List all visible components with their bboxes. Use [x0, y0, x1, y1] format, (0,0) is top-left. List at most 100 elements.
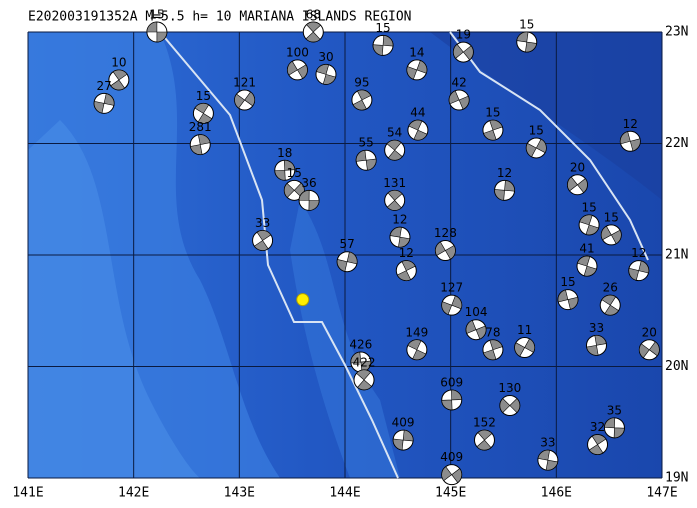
beachball-compression — [441, 389, 463, 411]
focal-mechanism — [638, 339, 660, 361]
depth-label: 149 — [405, 325, 428, 339]
beachball-compression — [557, 289, 579, 310]
focal-mechanism — [189, 134, 211, 156]
focal-mechanism — [482, 119, 504, 141]
focal-mechanism — [384, 139, 406, 161]
depth-label: 30 — [318, 50, 333, 64]
focal-mechanism — [494, 179, 516, 201]
depth-label: 100 — [286, 45, 309, 59]
beachball-compression — [389, 226, 411, 248]
beachball-compression — [586, 335, 607, 356]
beachball-compression — [483, 119, 503, 141]
beachball-compression — [601, 294, 620, 316]
focal-mechanism — [406, 59, 428, 81]
beachball-compression — [619, 131, 641, 152]
depth-label: 27 — [96, 79, 111, 93]
beachball-compression — [298, 190, 320, 211]
beachball-compression — [628, 260, 650, 281]
depth-label: 104 — [465, 305, 488, 319]
beachball-compression — [372, 35, 394, 56]
beachball-compression — [352, 89, 372, 111]
depth-label: 12 — [392, 213, 407, 227]
beachball-compression — [316, 64, 336, 85]
focal-mechanism — [407, 119, 429, 141]
depth-label: 33 — [255, 216, 270, 230]
beachball-compression — [537, 449, 559, 471]
focal-mechanism — [448, 89, 470, 111]
beachball-compression — [453, 43, 474, 61]
depth-label: 121 — [233, 76, 256, 90]
focal-mechanism — [355, 149, 377, 171]
x-tick-label: 146E — [541, 486, 572, 501]
depth-label: 42 — [451, 76, 466, 90]
focal-mechanism — [351, 89, 373, 111]
depth-label: 54 — [387, 126, 402, 140]
depth-label: 20 — [642, 325, 657, 339]
depth-label: 15 — [519, 18, 534, 32]
depth-label: 15 — [560, 275, 575, 289]
beachball-compression — [588, 434, 607, 455]
depth-label: 55 — [358, 136, 373, 150]
beachball-compression — [408, 119, 428, 141]
focal-mechanism — [283, 179, 305, 201]
focal-mechanism — [473, 429, 495, 451]
depth-label: 422 — [353, 355, 376, 369]
depth-label: 15 — [529, 123, 544, 137]
depth-label: 409 — [392, 416, 415, 430]
depth-label: 32 — [590, 420, 605, 434]
focal-mechanism — [514, 337, 536, 359]
beachball-compression — [525, 138, 547, 158]
beachball-compression — [516, 31, 537, 53]
beachball-compression — [287, 60, 308, 79]
depth-label: 11 — [517, 323, 532, 337]
focal-mechanism — [146, 21, 168, 43]
depth-label: 20 — [570, 160, 585, 174]
focal-mechanism — [576, 255, 598, 277]
depth-label: 15 — [581, 200, 596, 214]
depth-label: 409 — [440, 450, 463, 464]
focal-mechanism — [628, 260, 650, 282]
beachball-compression — [499, 398, 521, 414]
focal-mechanism — [465, 319, 487, 341]
focal-mechanism — [353, 369, 375, 391]
focal-mechanism — [599, 294, 621, 316]
depth-label: 152 — [473, 416, 496, 430]
focal-mechanism — [578, 214, 600, 236]
epicenter — [296, 293, 310, 307]
focal-mechanism — [234, 89, 256, 111]
beachball-compression — [441, 466, 462, 484]
depth-label: 35 — [607, 403, 622, 417]
beachball-compression — [604, 417, 625, 439]
x-tick-label: 142E — [118, 486, 149, 501]
depth-label: 128 — [434, 226, 457, 240]
focal-mechanism — [603, 417, 625, 439]
beachball-compression — [448, 90, 470, 110]
beachball-compression — [407, 339, 427, 361]
focal-mechanism — [252, 230, 274, 252]
focal-mechanism — [274, 159, 296, 181]
depth-label: 36 — [301, 176, 316, 190]
depth-label: 44 — [410, 106, 425, 120]
beachball-compression — [386, 139, 403, 161]
focal-mechanism — [286, 59, 308, 81]
depth-label: 18 — [277, 146, 292, 160]
focal-mechanism — [384, 189, 406, 211]
depth-label: 33 — [540, 436, 555, 450]
focal-mechanism — [441, 464, 463, 486]
beachball-compression — [190, 134, 211, 155]
beachball-compression — [577, 255, 597, 277]
x-tick-label: 147E — [646, 486, 677, 501]
beachball-compression — [146, 21, 168, 43]
focal-mechanism — [192, 102, 214, 124]
focal-mechanism — [441, 389, 463, 411]
depth-label: 57 — [339, 237, 354, 251]
focal-mechanism — [441, 294, 463, 316]
focal-mechanism — [525, 137, 547, 159]
trench-lines — [159, 31, 649, 479]
x-tick-label: 145E — [435, 486, 466, 501]
beachball-compression — [406, 60, 428, 80]
beachball-compression — [476, 429, 493, 451]
depth-label: 10 — [111, 55, 126, 69]
